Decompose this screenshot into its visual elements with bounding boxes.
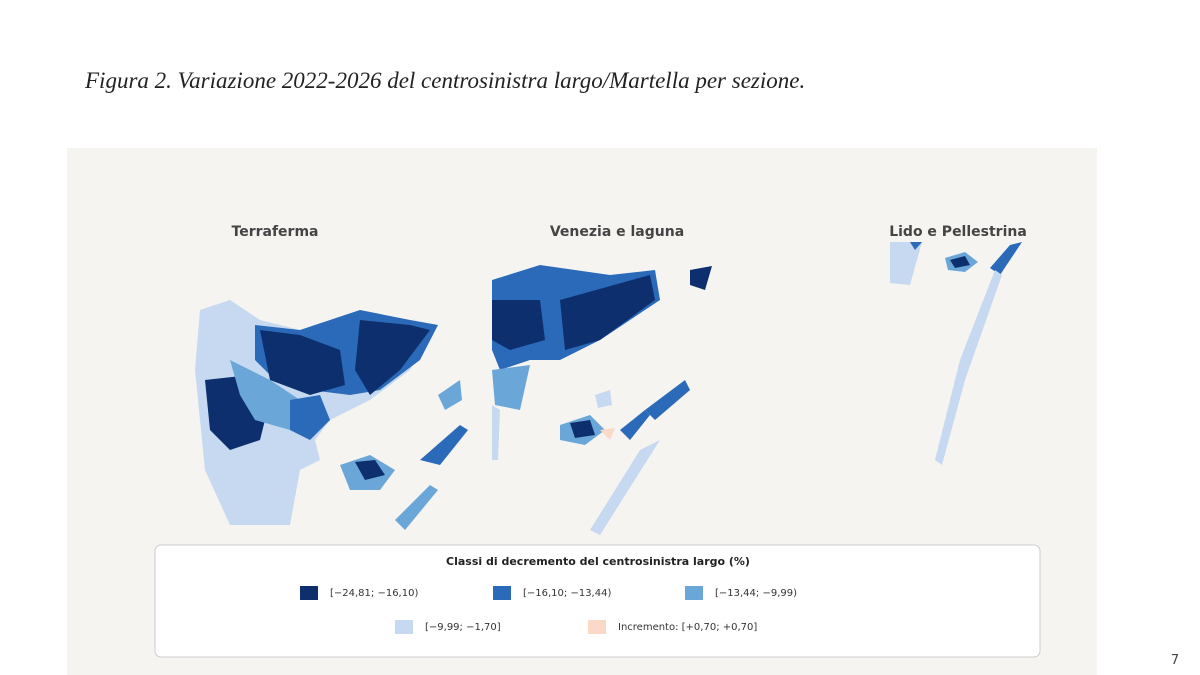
legend-label: [−9,99; −1,70] [425,622,501,633]
map-venezia [492,265,712,535]
legend-swatch [493,586,511,600]
legend-swatch [588,620,606,634]
map-title: Lido e Pellestrina [889,224,1027,240]
legend-swatch [395,620,413,634]
legend-label: Incremento: [+0,70; +0,70] [618,622,757,633]
legend-items: [−24,81; −16,10) [−16,10; −13,44) [−13,44;… [300,586,797,634]
legend-swatch [685,586,703,600]
map-title: Terraferma [232,224,319,240]
legend-label: [−13,44; −9,99) [715,588,797,599]
legend-swatch [300,586,318,600]
map-terraferma [195,300,468,530]
map-title: Venezia e laguna [550,224,684,240]
map-lido [890,242,1022,465]
page-number: 7 [1171,653,1179,668]
figure-title: Figura 2. Variazione 2022-2026 del centr… [84,68,805,93]
legend [154,544,1041,658]
legend-label: [−16,10; −13,44) [523,588,611,599]
legend-label: [−24,81; −16,10) [330,588,418,599]
legend-title: Classi di decremento del centrosinistra … [446,555,750,568]
